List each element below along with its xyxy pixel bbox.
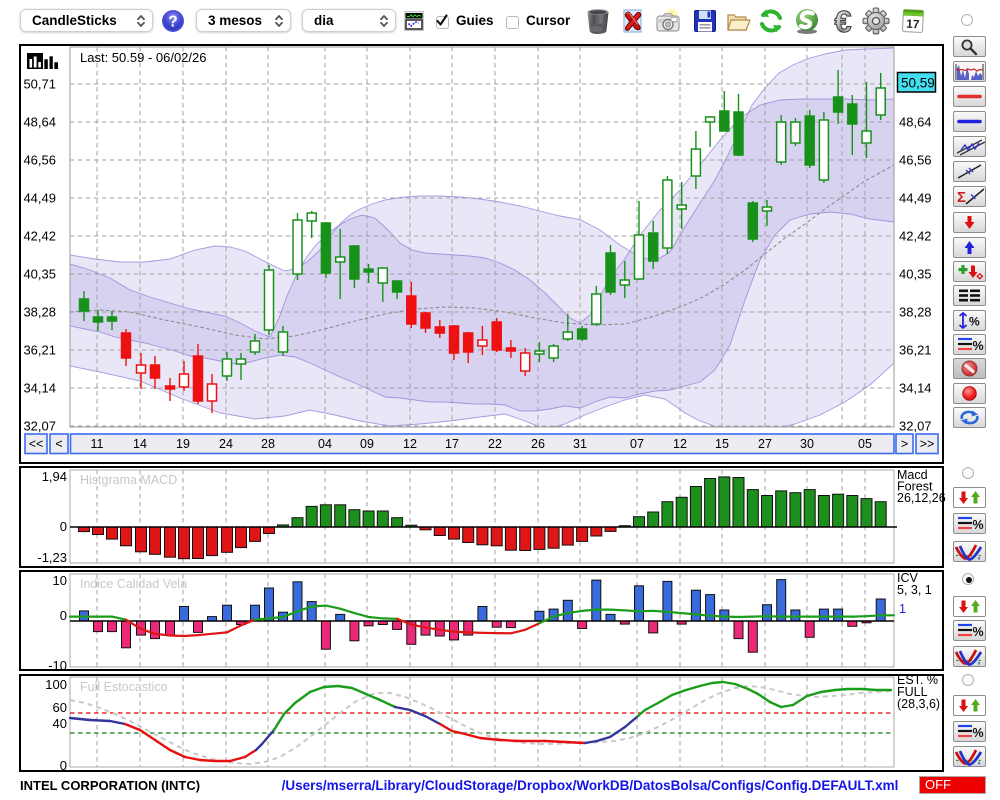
svg-text:-1,23: -1,23: [37, 550, 67, 565]
svg-text:%: %: [969, 315, 980, 329]
svg-text:Last: 50.59 - 06/02/26: Last: 50.59 - 06/02/26: [80, 50, 206, 65]
svg-text:Forest: Forest: [897, 480, 933, 494]
svg-text:30: 30: [800, 437, 814, 451]
svg-text:31: 31: [573, 437, 587, 451]
svg-text:36,21: 36,21: [23, 343, 56, 358]
svg-text:Macd: Macd: [897, 468, 928, 482]
svg-text:34,14: 34,14: [899, 381, 932, 396]
svg-text:INTEL CORPORATION (INTC): INTEL CORPORATION (INTC): [20, 778, 200, 793]
svg-text:10: 10: [53, 573, 67, 588]
svg-text:1: 1: [899, 602, 906, 616]
svg-text:42,42: 42,42: [23, 229, 56, 244]
svg-text:%: %: [973, 625, 984, 639]
svg-text:32,07: 32,07: [23, 419, 56, 434]
svg-text:46,56: 46,56: [23, 153, 56, 168]
svg-text:17: 17: [906, 17, 920, 32]
svg-text:Full Estocastico: Full Estocastico: [80, 680, 168, 694]
svg-text:%: %: [973, 339, 984, 353]
svg-text:11: 11: [91, 437, 104, 451]
svg-text:50,59: 50,59: [901, 76, 935, 91]
svg-text:09: 09: [360, 437, 374, 451]
svg-text:100: 100: [45, 677, 67, 692]
svg-text:17: 17: [445, 437, 459, 451]
svg-text:5, 3, 1: 5, 3, 1: [897, 583, 932, 597]
svg-text:60: 60: [53, 700, 67, 715]
svg-text:48,64: 48,64: [899, 115, 932, 130]
svg-text:FULL: FULL: [897, 685, 928, 699]
svg-text:0: 0: [60, 758, 67, 773]
svg-text:34,14: 34,14: [23, 381, 56, 396]
svg-text:44,49: 44,49: [23, 191, 56, 206]
svg-text:%: %: [973, 726, 984, 740]
svg-text:Σ: Σ: [957, 189, 966, 206]
svg-text:>>: >>: [920, 437, 935, 451]
svg-text:28: 28: [261, 437, 275, 451]
svg-text:1,94: 1,94: [42, 469, 67, 484]
svg-text:€: €: [834, 7, 851, 35]
svg-text:15: 15: [715, 437, 729, 451]
svg-text:04: 04: [318, 437, 332, 451]
svg-text:07: 07: [630, 437, 644, 451]
svg-text:40,35: 40,35: [23, 267, 56, 282]
svg-text:27: 27: [758, 437, 772, 451]
svg-text:/Users/mserra/Library/CloudSto: /Users/mserra/Library/CloudStorage/Dropb…: [282, 778, 899, 793]
svg-text:05: 05: [858, 437, 872, 451]
svg-text:32,07: 32,07: [899, 419, 932, 434]
svg-text:44,49: 44,49: [899, 191, 932, 206]
svg-text:22: 22: [488, 437, 502, 451]
svg-text:Histgrama MACD: Histgrama MACD: [80, 473, 177, 487]
svg-text:26: 26: [531, 437, 545, 451]
svg-text:38,28: 38,28: [899, 305, 932, 320]
svg-text:12: 12: [673, 437, 687, 451]
svg-text:%: %: [973, 518, 984, 532]
svg-text:36,21: 36,21: [899, 343, 932, 358]
svg-text:14: 14: [133, 437, 147, 451]
svg-text:40,35: 40,35: [899, 267, 932, 282]
svg-text:19: 19: [176, 437, 190, 451]
svg-text:<<: <<: [29, 437, 44, 451]
svg-text:38,28: 38,28: [23, 305, 56, 320]
svg-text:26,12,26: 26,12,26: [897, 491, 946, 505]
svg-text:-10: -10: [48, 658, 67, 673]
svg-text:Indice Calidad Vela: Indice Calidad Vela: [80, 577, 187, 591]
svg-text:>: >: [901, 437, 908, 451]
svg-text:40: 40: [53, 716, 67, 731]
svg-text:(28,3,6): (28,3,6): [897, 697, 940, 711]
svg-text:?: ?: [168, 14, 177, 31]
svg-text:0: 0: [60, 519, 67, 534]
svg-text:48,64: 48,64: [23, 115, 56, 130]
svg-text:ICV: ICV: [897, 571, 919, 585]
svg-text:EST. %: EST. %: [897, 673, 938, 687]
svg-text:<: <: [55, 437, 62, 451]
svg-text:0: 0: [60, 608, 67, 623]
svg-text:46,56: 46,56: [899, 153, 932, 168]
svg-text:24: 24: [219, 437, 233, 451]
svg-text:50,71: 50,71: [23, 77, 56, 92]
svg-text:42,42: 42,42: [899, 229, 932, 244]
svg-text:12: 12: [403, 437, 417, 451]
